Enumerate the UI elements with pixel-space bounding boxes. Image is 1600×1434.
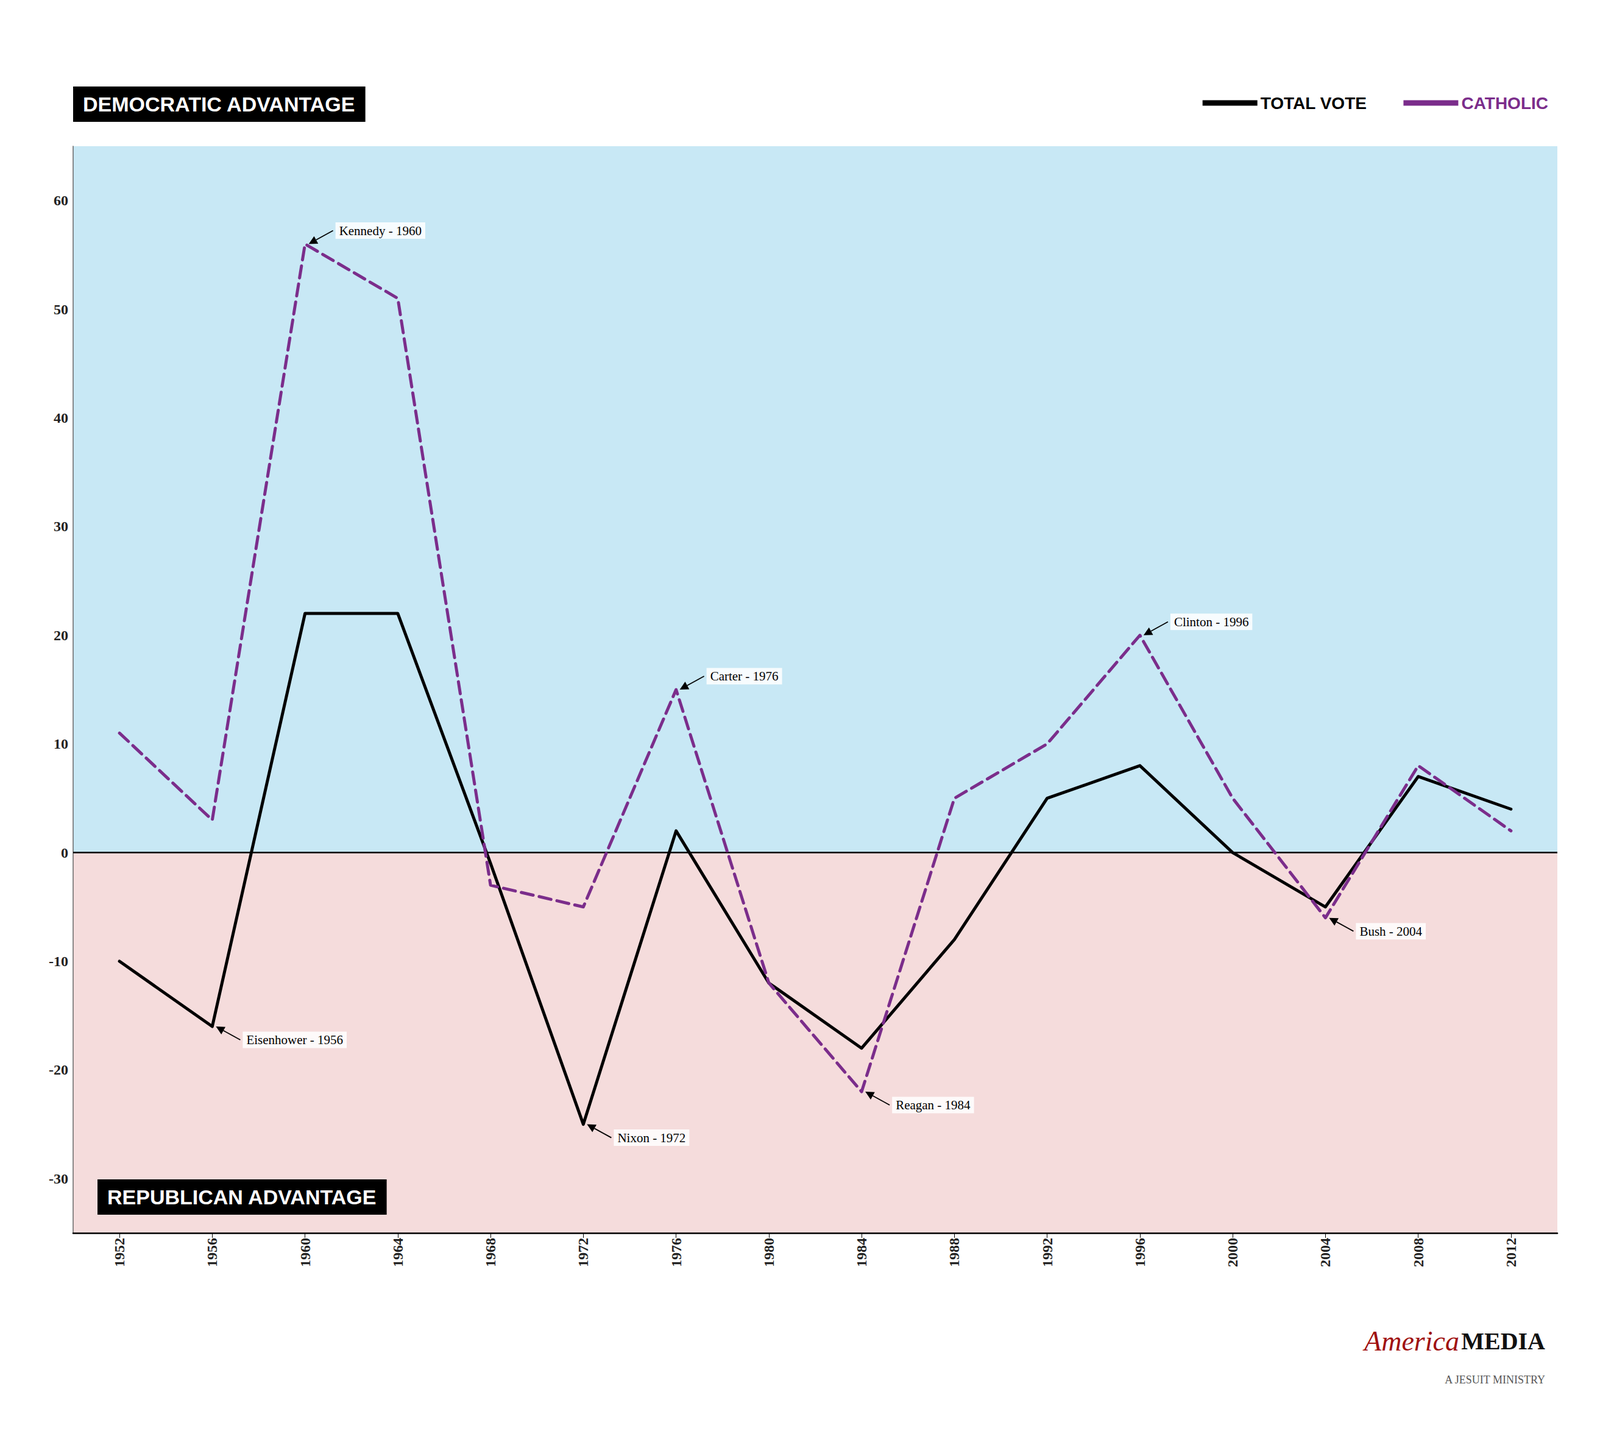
svg-text:30: 30 bbox=[53, 518, 69, 535]
svg-text:1984: 1984 bbox=[853, 1238, 870, 1268]
svg-text:REPUBLICAN ADVANTAGE: REPUBLICAN ADVANTAGE bbox=[107, 1185, 376, 1209]
svg-text:Reagan - 1984: Reagan - 1984 bbox=[895, 1097, 971, 1113]
svg-text:1960: 1960 bbox=[297, 1238, 314, 1268]
svg-text:Kennedy - 1960: Kennedy - 1960 bbox=[339, 223, 422, 239]
svg-text:2000: 2000 bbox=[1224, 1238, 1241, 1268]
svg-text:1992: 1992 bbox=[1039, 1238, 1056, 1268]
svg-text:50: 50 bbox=[53, 301, 69, 318]
svg-text:Bush - 2004: Bush - 2004 bbox=[1359, 924, 1423, 939]
svg-text:1976: 1976 bbox=[668, 1238, 685, 1268]
svg-text:America: America bbox=[1362, 1325, 1460, 1357]
svg-text:-10: -10 bbox=[48, 953, 69, 970]
svg-text:1956: 1956 bbox=[204, 1238, 220, 1268]
svg-text:2012: 2012 bbox=[1503, 1238, 1519, 1268]
svg-text:Nixon - 1972: Nixon - 1972 bbox=[617, 1130, 686, 1146]
svg-text:1980: 1980 bbox=[761, 1238, 777, 1268]
svg-text:Eisenhower - 1956: Eisenhower - 1956 bbox=[246, 1032, 344, 1048]
svg-text:20: 20 bbox=[53, 627, 69, 644]
svg-text:2004: 2004 bbox=[1317, 1238, 1334, 1268]
svg-text:-30: -30 bbox=[48, 1171, 69, 1187]
svg-text:2008: 2008 bbox=[1410, 1238, 1427, 1268]
svg-text:TOTAL VOTE: TOTAL VOTE bbox=[1260, 93, 1367, 113]
svg-text:1952: 1952 bbox=[111, 1238, 128, 1268]
svg-text:MEDIA: MEDIA bbox=[1461, 1327, 1546, 1356]
svg-text:10: 10 bbox=[53, 736, 69, 752]
svg-text:1996: 1996 bbox=[1132, 1238, 1148, 1268]
svg-text:Carter - 1976: Carter - 1976 bbox=[710, 669, 779, 684]
svg-text:DEMOCRATIC ADVANTAGE: DEMOCRATIC ADVANTAGE bbox=[82, 92, 355, 116]
svg-text:1972: 1972 bbox=[575, 1238, 592, 1268]
svg-text:1964: 1964 bbox=[389, 1238, 406, 1268]
svg-text:60: 60 bbox=[53, 192, 69, 209]
svg-text:1988: 1988 bbox=[946, 1238, 963, 1268]
svg-text:A JESUIT MINISTRY: A JESUIT MINISTRY bbox=[1444, 1373, 1546, 1387]
svg-text:0: 0 bbox=[60, 845, 69, 861]
svg-text:40: 40 bbox=[53, 410, 69, 426]
svg-text:Clinton - 1996: Clinton - 1996 bbox=[1174, 614, 1250, 630]
svg-text:CATHOLIC: CATHOLIC bbox=[1461, 93, 1549, 113]
svg-text:1968: 1968 bbox=[482, 1238, 499, 1268]
svg-text:-20: -20 bbox=[48, 1061, 69, 1078]
